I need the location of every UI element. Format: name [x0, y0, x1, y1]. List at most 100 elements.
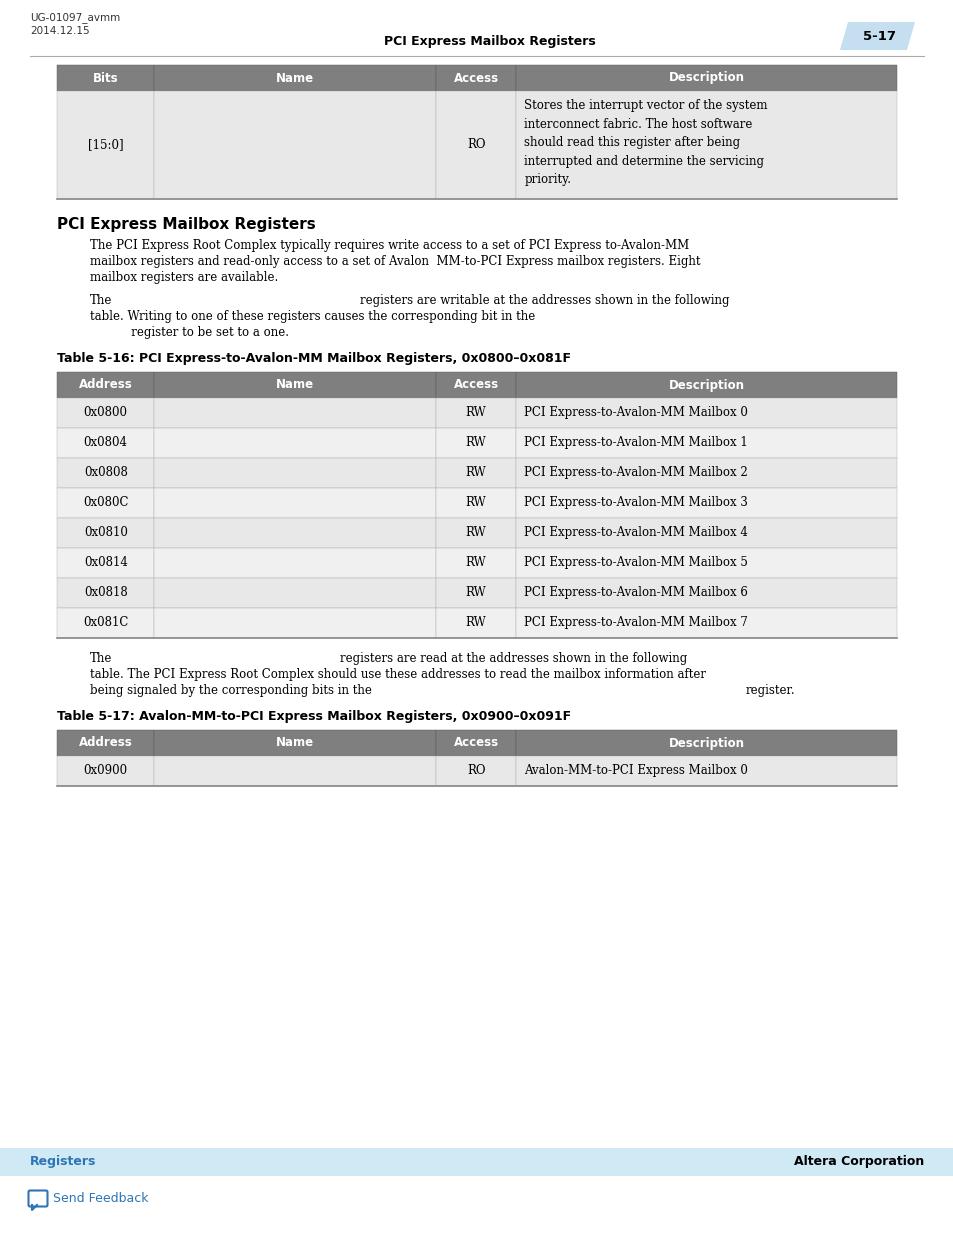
Text: Description: Description	[668, 378, 744, 391]
Text: 0x0810: 0x0810	[84, 526, 128, 540]
Bar	[516, 372, 896, 398]
Bar	[516, 65, 896, 91]
Bar	[154, 65, 436, 91]
Bar	[436, 608, 516, 638]
Bar	[436, 548, 516, 578]
Bar	[436, 756, 516, 785]
Text: 0x0800: 0x0800	[84, 406, 128, 420]
Text: RO: RO	[466, 138, 485, 152]
Text: Avalon-MM-to-PCI Express Mailbox 0: Avalon-MM-to-PCI Express Mailbox 0	[524, 764, 747, 777]
Bar	[436, 730, 516, 756]
Text: Address: Address	[79, 378, 132, 391]
Bar	[154, 429, 436, 458]
Bar	[516, 517, 896, 548]
Text: 2014.12.15: 2014.12.15	[30, 26, 90, 36]
Text: Table 5-16: PCI Express-to-Avalon-MM Mailbox Registers, 0x0800–0x081F: Table 5-16: PCI Express-to-Avalon-MM Mai…	[57, 352, 571, 366]
Text: register to be set to a one.: register to be set to a one.	[90, 326, 289, 338]
Bar	[436, 65, 516, 91]
Text: RW: RW	[465, 616, 486, 630]
Text: RW: RW	[465, 496, 486, 510]
Bar	[436, 398, 516, 429]
Text: Access: Access	[453, 736, 498, 750]
Bar	[516, 488, 896, 517]
Text: 0x0804: 0x0804	[84, 436, 128, 450]
Text: 0x0900: 0x0900	[84, 764, 128, 778]
Text: The: The	[90, 294, 112, 308]
Text: Send Feedback: Send Feedback	[53, 1192, 149, 1205]
Text: PCI Express-to-Avalon-MM Mailbox 2: PCI Express-to-Avalon-MM Mailbox 2	[524, 466, 747, 479]
Bar	[436, 372, 516, 398]
Text: Address: Address	[79, 736, 132, 750]
Bar	[57, 429, 154, 458]
Text: table. Writing to one of these registers causes the corresponding bit in the: table. Writing to one of these registers…	[90, 310, 535, 324]
Bar	[57, 488, 154, 517]
Text: Name: Name	[275, 378, 314, 391]
Text: RW: RW	[465, 406, 486, 420]
Text: PCI Express-to-Avalon-MM Mailbox 5: PCI Express-to-Avalon-MM Mailbox 5	[524, 556, 747, 569]
Bar	[154, 458, 436, 488]
Bar	[154, 372, 436, 398]
Bar	[57, 548, 154, 578]
Bar	[57, 730, 154, 756]
Bar	[436, 458, 516, 488]
Text: Stores the interrupt vector of the system
interconnect fabric. The host software: Stores the interrupt vector of the syste…	[524, 99, 767, 186]
Bar	[516, 398, 896, 429]
Bar	[154, 548, 436, 578]
Text: RW: RW	[465, 557, 486, 569]
Bar	[516, 548, 896, 578]
Bar	[154, 91, 436, 199]
Text: Description: Description	[668, 72, 744, 84]
Bar	[57, 608, 154, 638]
Text: mailbox registers are available.: mailbox registers are available.	[90, 270, 278, 284]
Text: table. The PCI Express Root Complex should use these addresses to read the mailb: table. The PCI Express Root Complex shou…	[90, 668, 705, 680]
Bar	[57, 578, 154, 608]
Text: [15:0]: [15:0]	[88, 138, 123, 152]
Text: 0x0814: 0x0814	[84, 557, 128, 569]
Bar	[436, 488, 516, 517]
Bar	[436, 517, 516, 548]
Text: mailbox registers and read-only access to a set of Avalon  MM-to-PCI Express mai: mailbox registers and read-only access t…	[90, 254, 700, 268]
Text: PCI Express Mailbox Registers: PCI Express Mailbox Registers	[384, 36, 596, 48]
Bar	[57, 517, 154, 548]
Text: PCI Express-to-Avalon-MM Mailbox 4: PCI Express-to-Avalon-MM Mailbox 4	[524, 526, 747, 538]
Bar	[516, 91, 896, 199]
Text: being signaled by the corresponding bits in the: being signaled by the corresponding bits…	[90, 684, 372, 697]
Bar	[516, 756, 896, 785]
Bar	[154, 488, 436, 517]
Bar	[154, 517, 436, 548]
Text: Access: Access	[453, 378, 498, 391]
Text: Registers: Registers	[30, 1156, 96, 1168]
Bar	[154, 398, 436, 429]
Bar	[0, 1149, 953, 1176]
Bar	[436, 578, 516, 608]
Bar	[57, 91, 154, 199]
Bar	[516, 608, 896, 638]
Bar	[57, 65, 154, 91]
Text: Name: Name	[275, 736, 314, 750]
Bar	[57, 372, 154, 398]
Text: The PCI Express Root Complex typically requires write access to a set of PCI Exp: The PCI Express Root Complex typically r…	[90, 240, 688, 252]
Text: RW: RW	[465, 587, 486, 599]
Bar	[57, 398, 154, 429]
Text: registers are read at the addresses shown in the following: registers are read at the addresses show…	[339, 652, 686, 664]
Text: 0x0808: 0x0808	[84, 467, 128, 479]
Polygon shape	[840, 22, 914, 49]
Bar	[516, 429, 896, 458]
Bar	[516, 730, 896, 756]
Text: Access: Access	[453, 72, 498, 84]
Text: Bits: Bits	[92, 72, 118, 84]
Text: PCI Express-to-Avalon-MM Mailbox 7: PCI Express-to-Avalon-MM Mailbox 7	[524, 616, 747, 629]
Text: UG-01097_avmm: UG-01097_avmm	[30, 12, 120, 23]
Bar	[436, 429, 516, 458]
Bar	[154, 578, 436, 608]
Text: PCI Express-to-Avalon-MM Mailbox 0: PCI Express-to-Avalon-MM Mailbox 0	[524, 406, 747, 419]
Text: PCI Express-to-Avalon-MM Mailbox 3: PCI Express-to-Avalon-MM Mailbox 3	[524, 496, 747, 509]
Text: 0x081C: 0x081C	[83, 616, 129, 630]
Text: 5-17: 5-17	[862, 30, 895, 42]
Bar	[57, 756, 154, 785]
Text: RW: RW	[465, 436, 486, 450]
Bar	[516, 458, 896, 488]
Bar	[516, 578, 896, 608]
Bar	[154, 730, 436, 756]
Text: Name: Name	[275, 72, 314, 84]
